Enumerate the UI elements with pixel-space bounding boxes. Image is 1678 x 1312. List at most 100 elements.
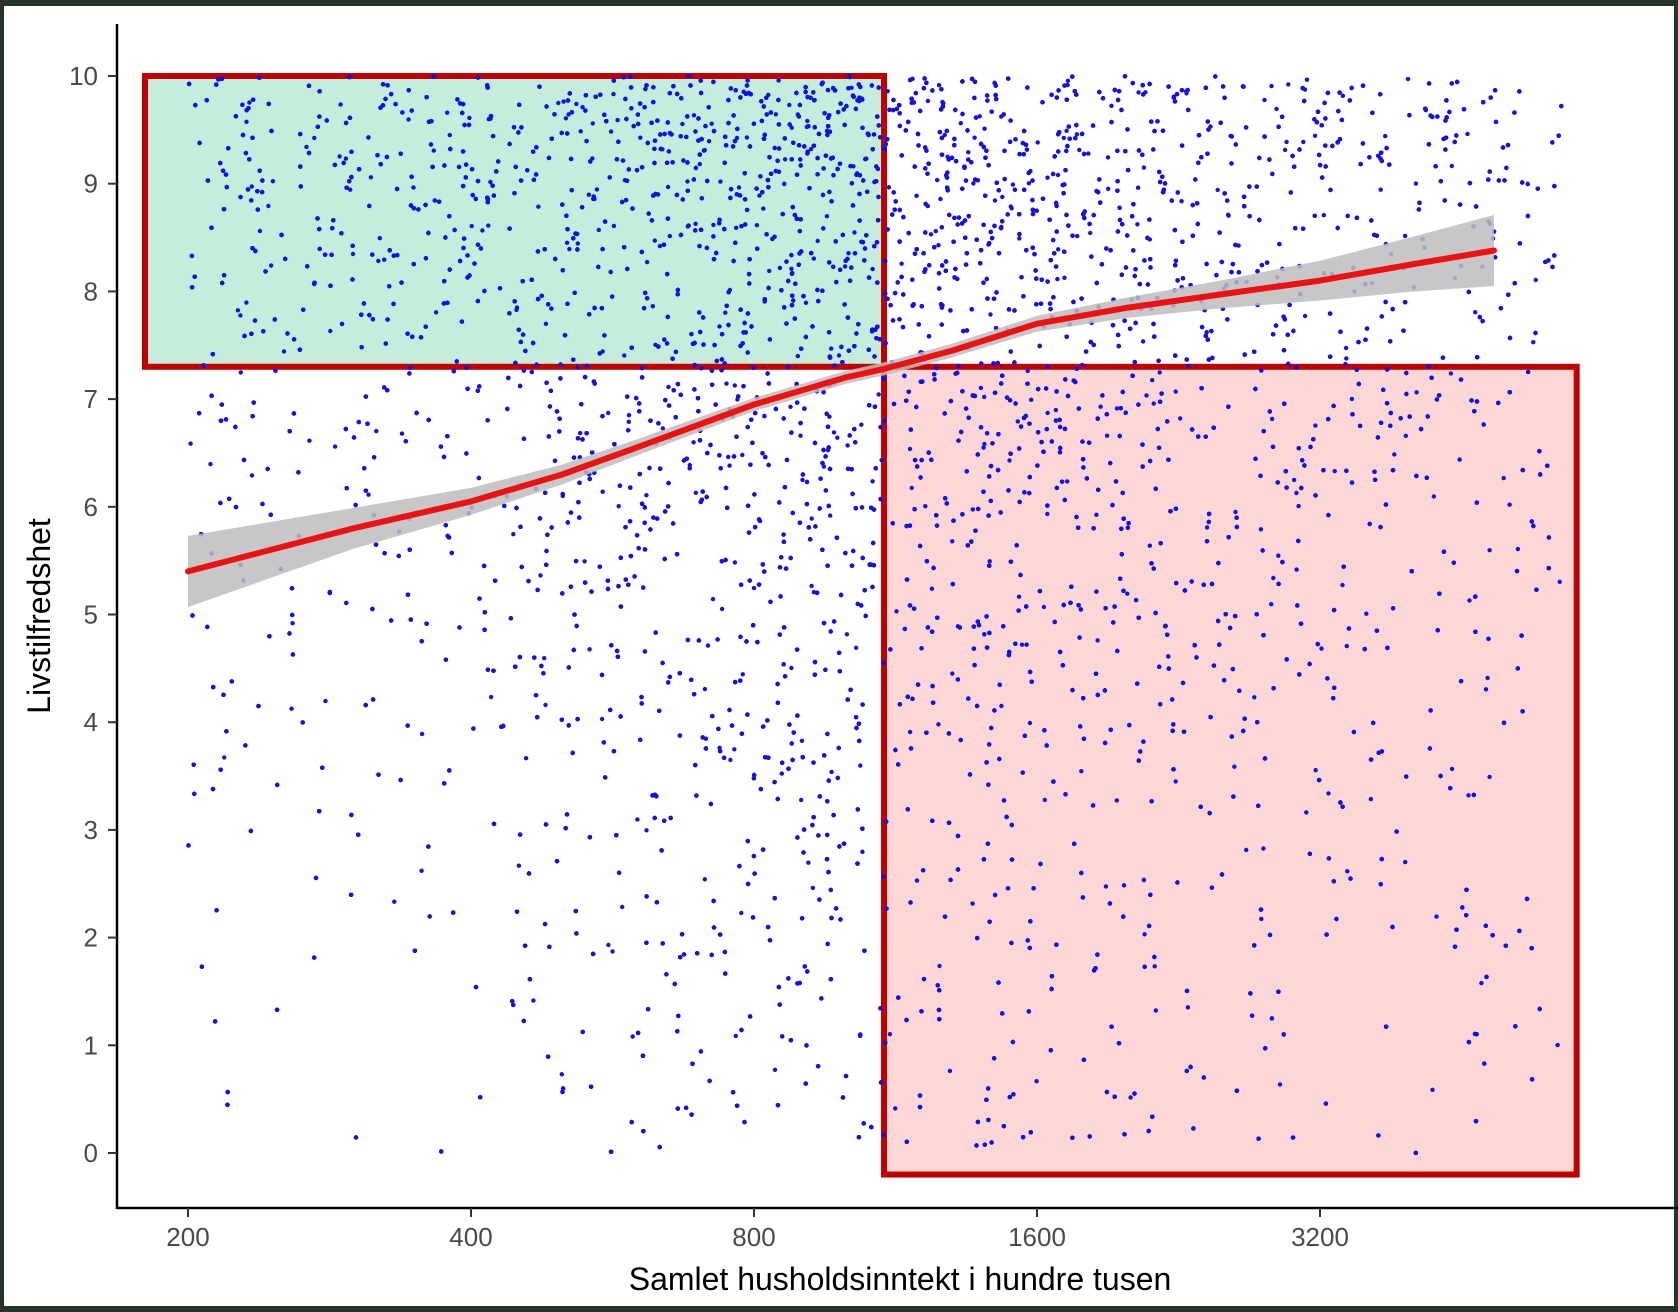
data-point: [842, 264, 848, 269]
data-point: [1204, 330, 1209, 335]
data-point: [447, 132, 452, 138]
data-point: [1065, 78, 1071, 84]
data-point: [724, 381, 729, 386]
data-point: [1313, 768, 1318, 773]
data-point: [977, 114, 982, 119]
data-point: [1403, 433, 1409, 438]
data-point: [821, 464, 827, 469]
data-point: [680, 121, 685, 127]
data-point: [858, 763, 863, 768]
data-point: [970, 507, 975, 512]
data-point: [828, 513, 833, 518]
data-point: [853, 645, 859, 650]
data-point: [739, 910, 744, 916]
data-point: [809, 583, 814, 589]
data-point: [445, 110, 450, 115]
data-point: [810, 885, 816, 891]
data-point: [1269, 416, 1275, 422]
data-point: [1473, 310, 1478, 315]
data-point: [1215, 187, 1220, 193]
data-point: [1465, 131, 1470, 137]
data-point: [733, 225, 739, 230]
data-point: [1140, 339, 1146, 344]
data-point: [1010, 182, 1016, 187]
data-point: [1045, 410, 1050, 416]
data-point: [687, 462, 692, 468]
data-point: [1026, 181, 1032, 186]
data-point: [1152, 964, 1157, 969]
data-point: [1080, 362, 1085, 368]
data-point: [776, 78, 781, 83]
upper-left-box: [141, 73, 888, 370]
data-point: [1319, 646, 1324, 651]
data-point: [1262, 97, 1267, 103]
data-point: [586, 192, 591, 197]
data-point: [304, 144, 309, 150]
data-point: [1178, 416, 1183, 421]
data-point: [374, 428, 379, 434]
data-point: [559, 1072, 564, 1077]
data-point: [266, 203, 271, 209]
data-point: [836, 353, 842, 358]
data-point: [469, 223, 474, 229]
data-point: [523, 756, 529, 761]
data-point: [894, 609, 899, 614]
data-point: [561, 99, 566, 104]
data-point: [411, 185, 416, 190]
data-point: [622, 353, 627, 358]
data-point: [610, 949, 615, 954]
data-point: [987, 559, 992, 564]
data-point: [578, 129, 583, 134]
data-point: [531, 998, 536, 1003]
data-point: [650, 304, 655, 309]
data-point: [1294, 490, 1299, 496]
data-point: [710, 596, 716, 602]
data-point: [567, 246, 572, 252]
data-point: [1045, 364, 1050, 369]
data-point: [1029, 397, 1034, 402]
data-point: [1086, 151, 1091, 156]
data-point: [1364, 611, 1369, 616]
data-point: [1434, 914, 1439, 919]
data-point: [366, 492, 371, 497]
data-point: [376, 258, 381, 264]
data-point: [543, 321, 549, 326]
data-point: [1007, 458, 1012, 463]
data-point: [1041, 604, 1047, 610]
data-point: [958, 121, 963, 126]
data-point: [1402, 233, 1408, 239]
data-point: [936, 243, 941, 248]
data-point: [611, 223, 617, 229]
data-point: [1055, 172, 1061, 178]
data-point: [1414, 390, 1419, 395]
data-point: [852, 230, 857, 235]
data-point: [829, 769, 834, 775]
data-point: [777, 265, 783, 271]
data-point: [751, 585, 757, 591]
data-point: [935, 177, 940, 183]
data-point: [909, 485, 914, 491]
data-point: [1027, 720, 1033, 726]
data-point: [928, 232, 934, 237]
data-point: [328, 328, 333, 334]
data-point: [1430, 1087, 1435, 1093]
data-point: [1179, 199, 1184, 204]
data-point: [811, 256, 816, 261]
data-point: [832, 363, 837, 368]
data-point: [702, 686, 708, 692]
data-point: [1065, 479, 1070, 484]
data-point: [803, 300, 809, 305]
data-point: [332, 444, 338, 449]
data-point: [876, 392, 881, 397]
data-point: [827, 414, 832, 419]
data-point: [1061, 135, 1067, 141]
data-point: [467, 115, 472, 121]
data-point: [835, 435, 840, 440]
data-point: [270, 179, 276, 184]
data-point: [1173, 779, 1178, 784]
data-point: [808, 146, 814, 152]
data-point: [338, 102, 343, 107]
data-point: [1135, 222, 1140, 227]
data-point: [1185, 1005, 1191, 1010]
data-point: [1383, 133, 1388, 139]
